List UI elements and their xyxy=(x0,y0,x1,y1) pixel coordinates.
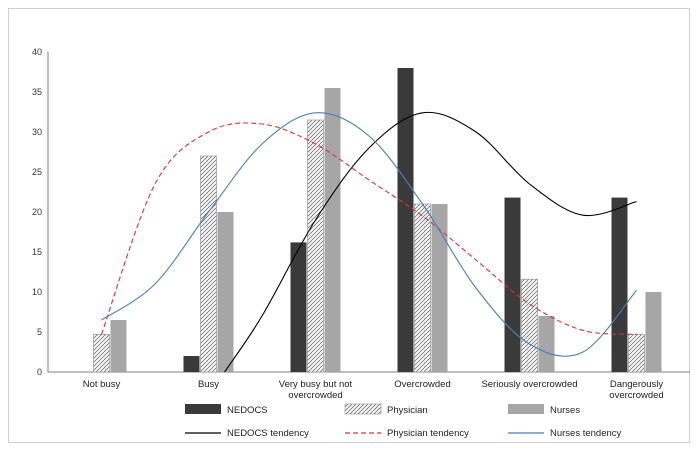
y-tick-label: 35 xyxy=(32,87,42,97)
bar-physician xyxy=(628,334,645,373)
bar-physician xyxy=(307,119,324,373)
y-tick-label: 30 xyxy=(32,127,42,137)
bar-physician xyxy=(200,155,217,373)
trend-physician-tendency xyxy=(100,122,637,335)
bar-physician xyxy=(414,203,431,373)
legend-label-nedocs-tendency: NEDOCS tendency xyxy=(227,428,309,439)
legend-label-nedocs: NEDOCS xyxy=(227,405,268,416)
y-tick-label: 0 xyxy=(37,367,42,377)
bar-nurses xyxy=(431,204,448,372)
y-tick-label: 40 xyxy=(32,47,42,57)
y-tick-label: 5 xyxy=(37,327,42,337)
bars xyxy=(93,68,662,373)
bar-physician xyxy=(521,278,538,373)
category-labels: Not busy Busy Very busy but notovercrowded… xyxy=(83,379,664,401)
axes: 0 5 10 15 20 25 30 35 40 xyxy=(32,47,690,377)
bar-nurses xyxy=(217,212,234,372)
bar-nedocs xyxy=(611,197,628,372)
category-label: Seriously overcrowded xyxy=(481,379,577,390)
trend-lines xyxy=(100,111,637,373)
y-tick-label: 20 xyxy=(32,207,42,217)
bar-nedocs xyxy=(183,356,200,372)
legend-label-nurses: Nurses xyxy=(550,405,580,416)
legend-swatch-nurses xyxy=(508,404,544,414)
bar-nurses xyxy=(645,292,662,372)
trend-nurses-tendency xyxy=(101,112,637,357)
category-label: overcrowded xyxy=(288,390,342,401)
legend-label-physician-tendency: Physician tendency xyxy=(387,428,469,439)
bar-nurses xyxy=(538,316,555,372)
bar-nedocs xyxy=(290,242,307,372)
category-label: Overcrowded xyxy=(394,379,451,390)
bar-nurses xyxy=(324,88,341,372)
category-label: Very busy but not xyxy=(279,379,353,390)
bar-physician xyxy=(93,334,110,373)
legend: NEDOCS Physician Nurses NEDOCS tendency Phys… xyxy=(185,403,622,439)
category-label: Dangerously xyxy=(610,379,664,390)
y-tick-label: 10 xyxy=(32,287,42,297)
legend-label-nurses-tendency: Nurses tendency xyxy=(550,428,622,439)
legend-label-physician: Physician xyxy=(387,405,428,416)
y-tick-label: 25 xyxy=(32,167,42,177)
trend-nedocs-tendency xyxy=(224,111,637,373)
category-label: overcrowded xyxy=(609,390,663,401)
bar-nurses xyxy=(110,320,127,372)
bar-nedocs xyxy=(504,197,521,372)
legend-swatch-physician xyxy=(344,403,382,415)
category-label: Not busy xyxy=(83,379,121,390)
category-label: Busy xyxy=(198,379,219,390)
legend-swatch-nedocs xyxy=(185,404,221,414)
bar-nedocs xyxy=(397,68,414,372)
y-tick-label: 15 xyxy=(32,247,42,257)
